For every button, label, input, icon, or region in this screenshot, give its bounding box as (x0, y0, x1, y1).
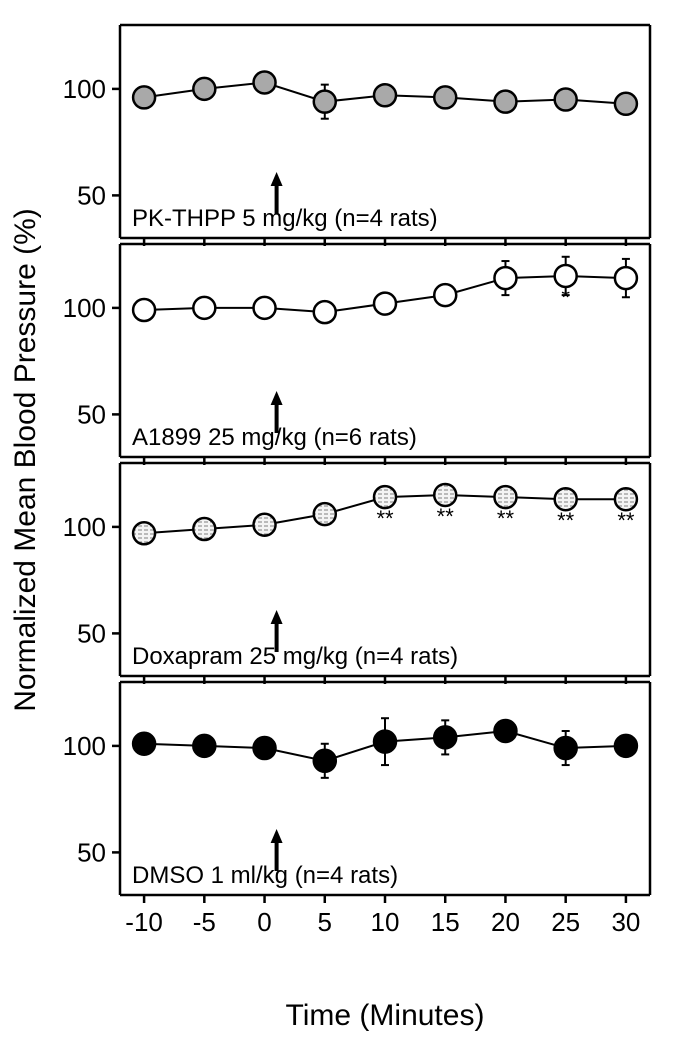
svg-text:50: 50 (77, 618, 106, 648)
svg-text:100: 100 (63, 512, 106, 542)
chart-panel: 50 100 -10 -5 0 5 10 15 20 25 30 DMSO 1 ml/kg (n=4 … (63, 682, 650, 937)
data-marker (615, 267, 637, 289)
svg-text:-5: -5 (193, 907, 216, 937)
data-marker (133, 86, 155, 108)
data-marker (434, 484, 456, 506)
svg-text:Time (Minutes): Time (Minutes) (286, 999, 485, 1032)
data-marker (615, 735, 637, 757)
data-marker (434, 86, 456, 108)
data-marker (133, 522, 155, 544)
data-marker (494, 267, 516, 289)
svg-text:15: 15 (431, 907, 460, 937)
svg-text:100: 100 (63, 74, 106, 104)
data-marker (314, 750, 336, 772)
data-marker (555, 737, 577, 759)
data-marker (434, 726, 456, 748)
chart-panel: 50 100 PK-THPP 5 mg/kg (n=4 rats) (63, 25, 650, 246)
data-marker (555, 265, 577, 287)
svg-text:20: 20 (491, 907, 520, 937)
data-marker (193, 735, 215, 757)
svg-text:50: 50 (77, 399, 106, 429)
chart-panel: 50 100 * A1899 25 mg/kg (n=6 rats) (63, 244, 650, 465)
data-marker (374, 293, 396, 315)
svg-text:0: 0 (257, 907, 271, 937)
svg-text:50: 50 (77, 180, 106, 210)
data-marker (374, 731, 396, 753)
data-marker (193, 78, 215, 100)
significance-marker: ** (376, 506, 394, 531)
data-marker (254, 737, 276, 759)
panel-label: A1899 25 mg/kg (n=6 rats) (132, 424, 417, 451)
data-marker (374, 486, 396, 508)
data-marker (133, 299, 155, 321)
data-marker (494, 486, 516, 508)
svg-text:-10: -10 (125, 907, 163, 937)
data-marker (193, 297, 215, 319)
svg-text:100: 100 (63, 731, 106, 761)
data-marker (494, 91, 516, 113)
panel-label: DMSO 1 ml/kg (n=4 rats) (132, 862, 398, 889)
svg-text:25: 25 (551, 907, 580, 937)
svg-text:30: 30 (611, 907, 640, 937)
panel-label: Doxapram 25 mg/kg (n=4 rats) (132, 643, 458, 670)
panel-label: PK-THPP 5 mg/kg (n=4 rats) (132, 205, 438, 232)
svg-text:50: 50 (77, 837, 106, 867)
data-marker (314, 503, 336, 525)
data-marker (434, 284, 456, 306)
data-marker (254, 297, 276, 319)
data-marker (374, 84, 396, 106)
svg-text:5: 5 (318, 907, 332, 937)
data-marker (314, 91, 336, 113)
data-marker (254, 72, 276, 94)
data-marker (254, 514, 276, 536)
data-marker (555, 89, 577, 111)
svg-text:Normalized Mean Blood Pressure: Normalized Mean Blood Pressure (%) (9, 208, 42, 712)
significance-marker: ** (557, 508, 575, 533)
data-marker (494, 720, 516, 742)
data-marker (314, 301, 336, 323)
data-marker (193, 518, 215, 540)
significance-marker: * (561, 285, 570, 310)
data-marker (555, 488, 577, 510)
svg-text:100: 100 (63, 293, 106, 323)
data-marker (133, 733, 155, 755)
data-marker (615, 488, 637, 510)
significance-marker: ** (617, 508, 635, 533)
chart-panel: 50 100 ** ** ** ** ** Doxapram 25 mg/kg (n=4 ra… (63, 463, 650, 684)
svg-text:10: 10 (371, 907, 400, 937)
significance-marker: ** (437, 504, 455, 529)
significance-marker: ** (497, 506, 515, 531)
data-marker (615, 93, 637, 115)
